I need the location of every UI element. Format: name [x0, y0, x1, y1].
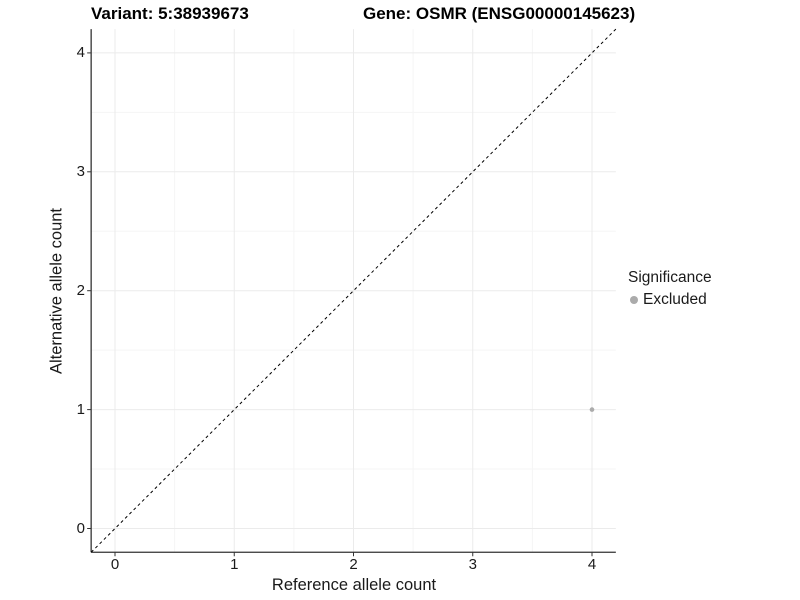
x-tick-label: 3	[468, 556, 477, 573]
y-tick-label: 2	[76, 282, 85, 300]
plot-title-variant: Variant: 5:38939673	[91, 4, 249, 23]
x-tick-label: 4	[587, 556, 597, 573]
x-axis-title: Reference allele count	[271, 576, 437, 594]
major-gridlines	[91, 29, 616, 553]
x-tick-label: 0	[110, 556, 120, 573]
y-tick-label: 0	[76, 520, 85, 537]
y-axis-title: Alternative allele count	[47, 207, 66, 375]
plot-title-gene: Gene: OSMR (ENSG00000145623)	[363, 4, 636, 23]
legend-entry-excluded: Excluded	[628, 291, 712, 309]
legend-title: Significance	[628, 269, 712, 286]
x-tick-label: 2	[349, 556, 358, 573]
y-tick-label: 3	[76, 163, 85, 181]
axis-lines	[87, 29, 616, 557]
data-points	[589, 407, 595, 412]
y-tick-label: 1	[76, 401, 85, 419]
legend: Significance Excluded	[628, 269, 712, 309]
data-point	[589, 407, 595, 412]
legend-marker-excluded-icon	[630, 296, 638, 304]
y-tick-label: 4	[76, 44, 85, 62]
legend-entry-label: Excluded	[643, 291, 707, 308]
x-tick-label: 1	[230, 556, 239, 573]
